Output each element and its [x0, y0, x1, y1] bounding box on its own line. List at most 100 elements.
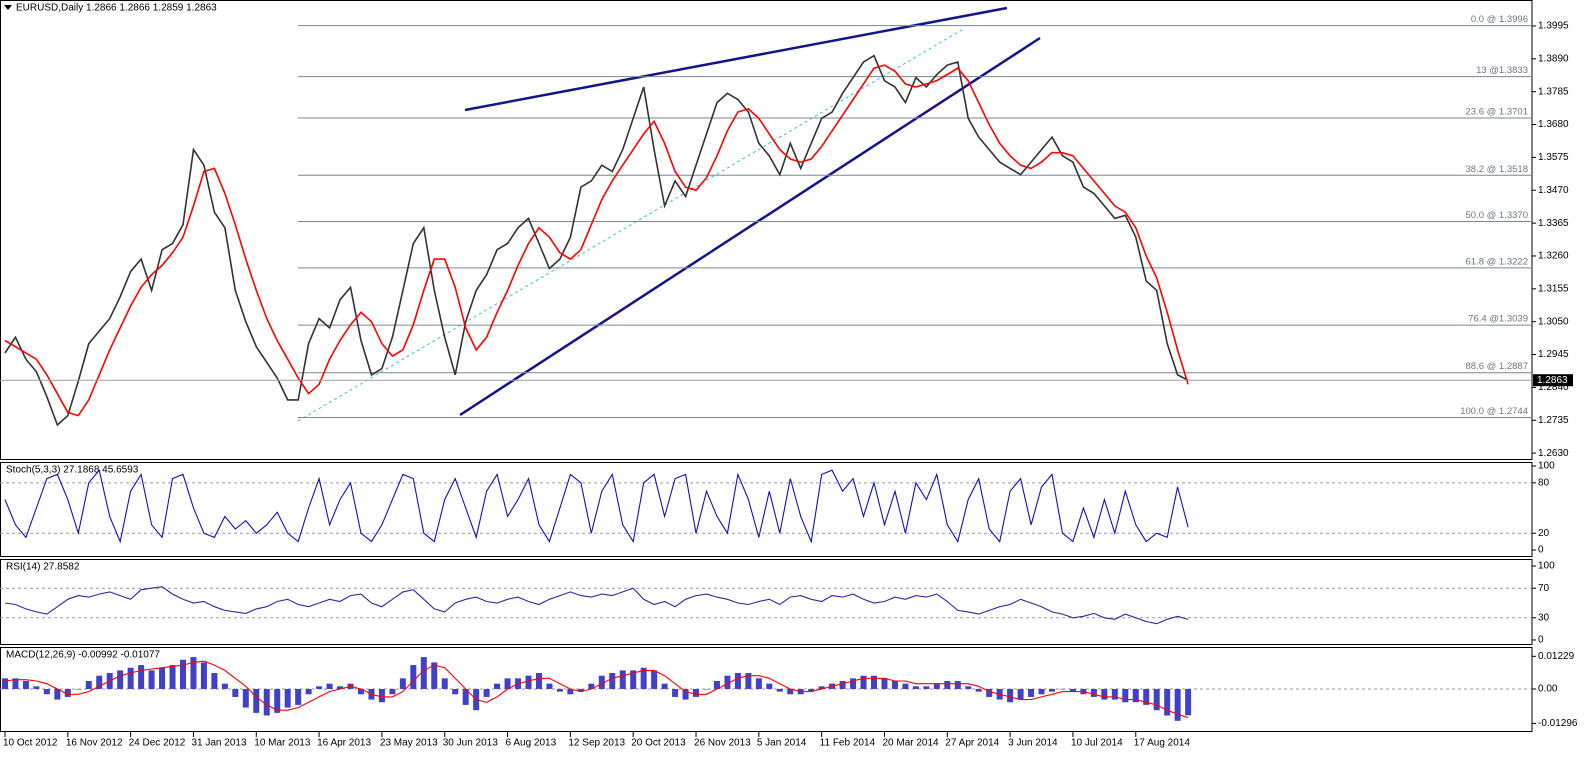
histogram-bar: [598, 675, 605, 689]
histogram-bar: [986, 688, 993, 697]
trend-line: [464, 6, 1008, 112]
y-tick-label: 1.2840: [1538, 382, 1569, 393]
histogram-bar: [933, 683, 940, 689]
histogram-bar: [619, 670, 626, 689]
x-tick-label: 23 May 2013: [380, 738, 438, 749]
histogram-bar: [462, 688, 469, 705]
histogram-bar: [2, 678, 8, 689]
histogram-bar: [850, 678, 857, 689]
panel-title: Stoch(5,3,3) 27.1868 45.6593: [6, 465, 139, 476]
x-tick-label: 20 Oct 2013: [631, 738, 686, 749]
indicator-line: [4, 660, 1189, 719]
y-tick-label: 1.3890: [1538, 53, 1569, 64]
histogram-bar: [295, 688, 302, 705]
histogram-bar: [96, 675, 103, 689]
histogram-bar: [776, 688, 783, 692]
x-tick-label: 10 Oct 2012: [3, 738, 58, 749]
x-tick-label: 16 Nov 2012: [66, 738, 123, 749]
histogram-bar: [1101, 688, 1108, 700]
fib-label: 38.2 @ 1.3518: [1466, 164, 1528, 175]
menu-arrow[interactable]: [4, 5, 12, 10]
y-tick-label: 0: [1538, 545, 1544, 556]
histogram-bar: [724, 675, 731, 689]
histogram-bar: [85, 681, 92, 689]
histogram-bar: [912, 686, 919, 689]
histogram-bar: [326, 683, 333, 689]
y-tick-label: -0.01296: [1538, 718, 1578, 729]
y-tick-label: 1.3155: [1538, 283, 1569, 294]
last-price-box: [1533, 374, 1573, 387]
histogram-bar: [1059, 688, 1066, 690]
histogram-bar: [211, 673, 218, 689]
panel-frame: [0, 462, 1533, 557]
x-tick-label: 6 Aug 2013: [506, 738, 557, 749]
fib-label: 76.4 @1.3039: [1468, 314, 1528, 325]
y-tick-label: 1.3785: [1538, 86, 1569, 97]
histogram-bar: [1017, 688, 1024, 700]
histogram-bar: [1049, 688, 1055, 692]
histogram-bar: [504, 678, 511, 689]
histogram-bar: [452, 688, 459, 695]
histogram-bar: [923, 686, 930, 689]
indicator-line: [4, 586, 1189, 625]
histogram-bar: [787, 688, 794, 695]
fib-label: 88.6 @ 1.2887: [1466, 361, 1528, 372]
histogram-bar: [1111, 688, 1118, 700]
x-tick-label: 30 Jun 2013: [443, 738, 498, 749]
y-tick-label: 30: [1538, 612, 1550, 623]
histogram-bar: [12, 678, 19, 689]
panel-title: EURUSD,Daily 1.2866 1.2866 1.2859 1.2863: [16, 3, 217, 14]
panel-frame: [0, 647, 1533, 732]
y-tick-label: 20: [1538, 528, 1550, 539]
histogram-bar: [630, 670, 637, 689]
histogram-bar: [1069, 688, 1076, 692]
histogram-bar: [54, 688, 61, 700]
histogram-bar: [954, 681, 961, 689]
x-tick-label: 31 Jan 2013: [191, 738, 246, 749]
y-tick-label: 1.2735: [1538, 415, 1569, 426]
histogram-bar: [871, 675, 878, 689]
x-tick-label: 10 Mar 2013: [254, 738, 311, 749]
y-tick-label: 1.3575: [1538, 152, 1569, 163]
histogram-bar: [651, 670, 658, 689]
x-tick-label: 11 Feb 2014: [820, 738, 876, 749]
histogram-bar: [75, 688, 82, 690]
histogram-bar: [357, 688, 364, 695]
histogram-bar: [755, 678, 762, 689]
histogram-bar: [703, 688, 710, 690]
panel-title: RSI(14) 27.8582: [6, 562, 80, 573]
histogram-bar: [483, 688, 490, 697]
panel-title: MACD(12,26,9) -0.00992 -0.01077: [6, 650, 160, 661]
trend-line: [459, 36, 1041, 417]
histogram-bar: [200, 662, 207, 689]
y-tick-label: 1.3260: [1538, 251, 1569, 262]
histogram-bar: [891, 681, 898, 689]
histogram-bar: [441, 678, 448, 689]
histogram-bar: [556, 688, 563, 692]
histogram-bar: [221, 683, 228, 689]
histogram-bar: [902, 683, 909, 689]
histogram-bar: [808, 688, 815, 692]
x-tick-label: 26 Nov 2013: [694, 738, 751, 749]
histogram-bar: [284, 688, 291, 708]
y-tick-label: 0: [1538, 635, 1544, 646]
histogram-bar: [159, 667, 166, 689]
x-tick-label: 16 Apr 2013: [317, 738, 371, 749]
x-tick-label: 12 Sep 2013: [568, 738, 625, 749]
y-tick-label: 1.3680: [1538, 119, 1569, 130]
y-tick-label: 1.2630: [1538, 448, 1569, 459]
histogram-bar: [766, 683, 773, 689]
histogram-bar: [640, 667, 647, 689]
y-tick-label: 1.3470: [1538, 185, 1569, 196]
histogram-bar: [661, 683, 668, 689]
x-tick-label: 5 Jan 2014: [757, 738, 807, 749]
panel-frame: [0, 559, 1533, 645]
histogram-bar: [577, 688, 584, 692]
last-price-label: 1.2863: [1537, 375, 1568, 386]
histogram-bar: [420, 657, 427, 689]
y-tick-label: 0.01229: [1538, 651, 1575, 662]
histogram-bar: [682, 688, 689, 700]
histogram-bar: [1122, 688, 1129, 703]
histogram-bar: [127, 667, 134, 689]
